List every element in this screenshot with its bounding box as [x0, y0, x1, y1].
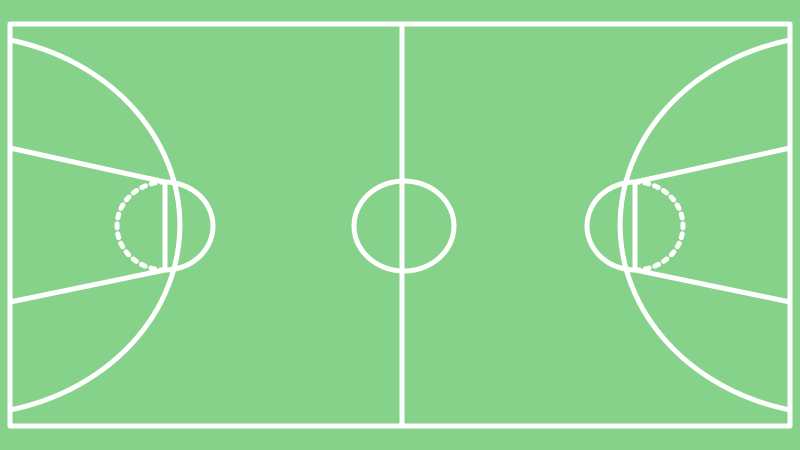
left-three-point-arc	[7, 37, 183, 413]
center-circle	[351, 178, 457, 274]
right-free-throw-arc-dashed	[632, 179, 686, 273]
left-lane	[7, 145, 168, 305]
right-lane	[632, 145, 793, 305]
left-free-throw-arc-dashed	[114, 179, 168, 273]
left-free-throw-arc-solid	[162, 179, 216, 273]
right-three-point-arc	[617, 37, 793, 413]
right-free-throw-arc-solid	[584, 179, 638, 273]
court-lines	[7, 21, 793, 429]
